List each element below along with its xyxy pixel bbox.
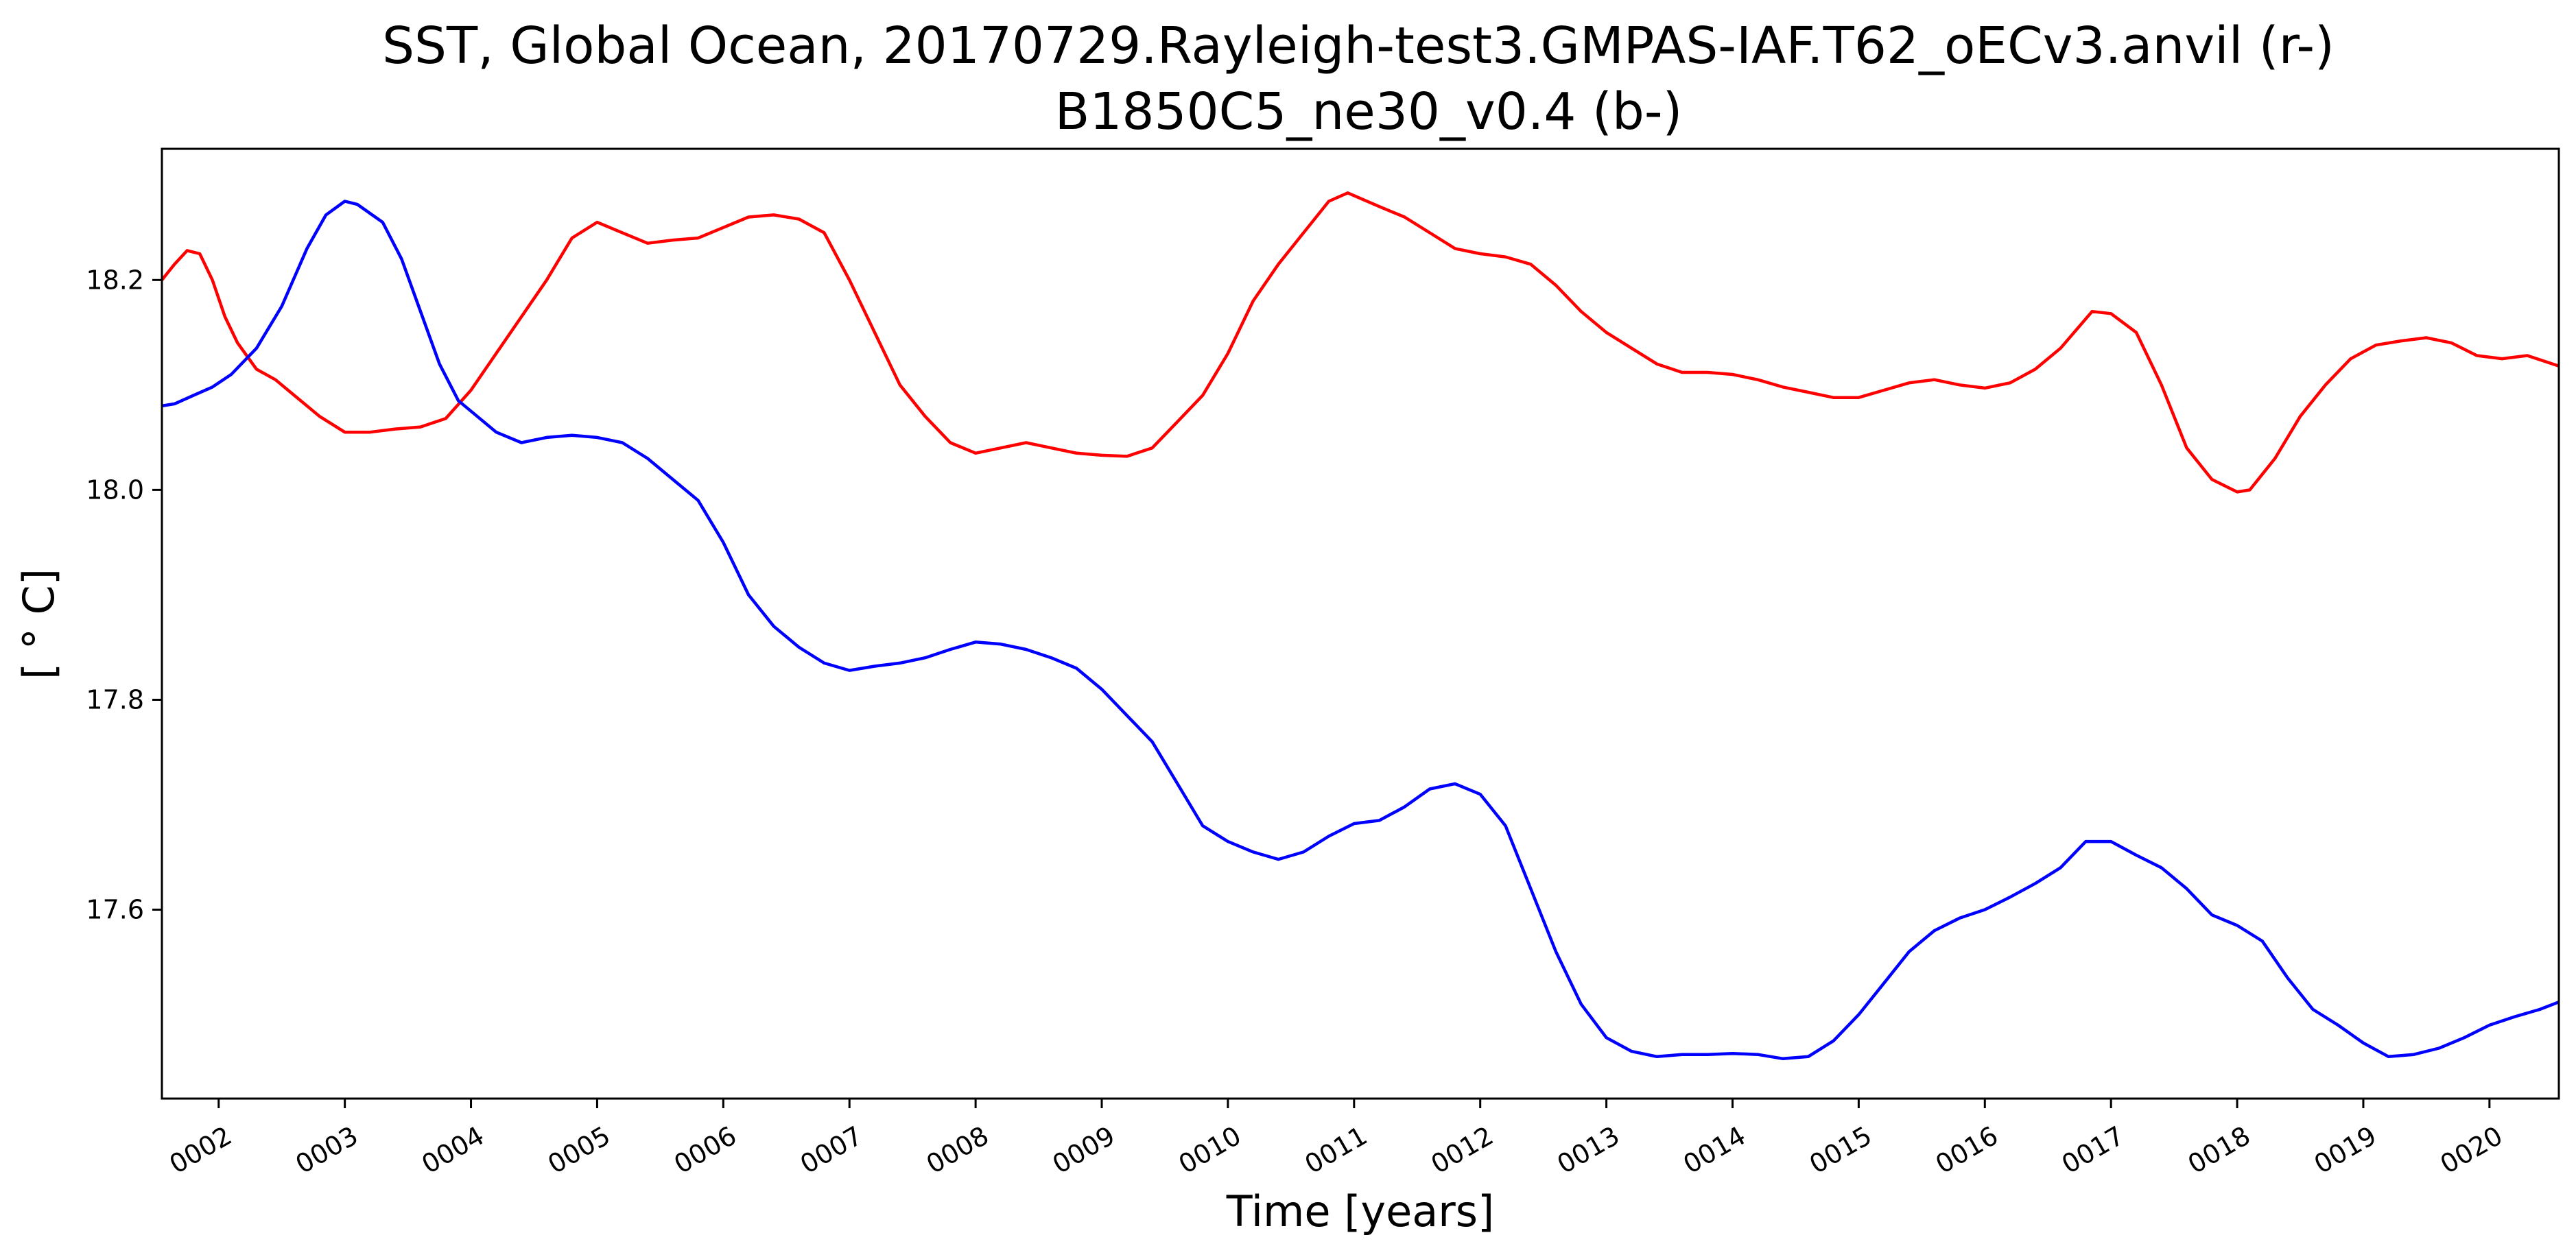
series-layer [161,191,2560,1061]
y-tick-label: 18.2 [86,265,144,295]
plot-frame [161,147,2560,1100]
y-tick-label: 17.8 [86,684,144,715]
chart-title-line2: B1850C5_ne30_v0.4 (b-) [1055,82,1683,141]
chart-title-line1: SST, Global Ocean, 20170729.Rayleigh-tes… [382,16,2335,75]
y-tick-label: 17.6 [86,895,144,925]
y-tick-label: 18.0 [86,475,144,505]
x-axis-label: Time [years] [1226,1186,1494,1236]
y-axis-ticks: 17.6 17.8 18.0 18.2 [86,265,162,925]
series-line-0 [161,191,2560,494]
y-axis-label: [ ° C] [14,568,64,680]
series-line-1 [161,200,2560,1061]
